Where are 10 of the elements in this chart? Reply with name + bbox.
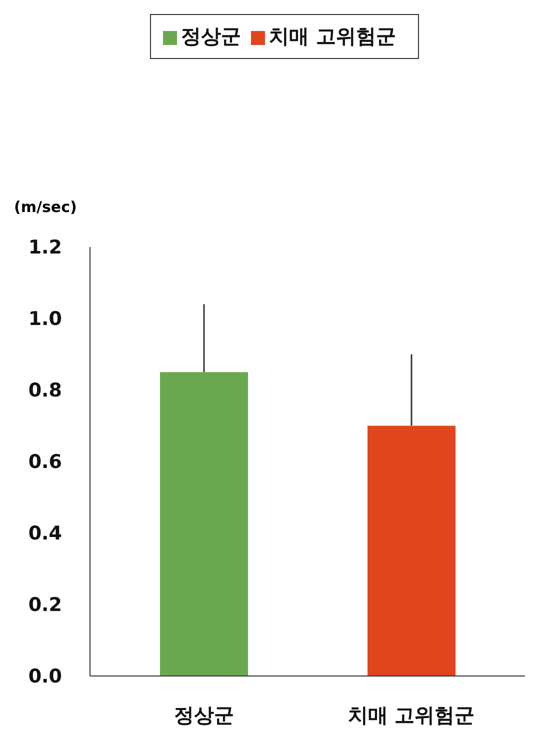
y-tick-label: 1.2: [28, 236, 62, 259]
legend-label: 치매 고위험군: [269, 24, 396, 48]
y-tick-label: 0.6: [28, 451, 62, 474]
y-axis-title: (m/sec): [14, 198, 77, 216]
y-tick-label: 1.0: [28, 308, 62, 330]
y-tick-label: 0.4: [28, 522, 62, 545]
y-tick-label: 0.8: [28, 380, 62, 402]
y-tick-label: 0.2: [28, 594, 62, 616]
legend-label: 정상군: [181, 24, 242, 48]
y-tick-label: 0.0: [28, 666, 62, 688]
